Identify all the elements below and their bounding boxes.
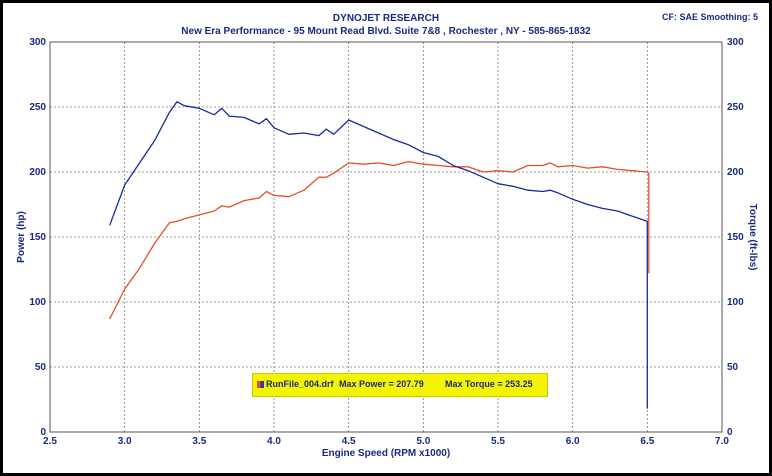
- y-tick-label-right: 250: [727, 102, 744, 113]
- y-tick-label-right: 150: [727, 232, 744, 243]
- legend-max-torque: Max Torque = 253.25: [445, 379, 533, 389]
- power-series-line: [109, 160, 650, 320]
- y-tick-label-right: 100: [727, 297, 744, 308]
- y-tick-label-left: 200: [29, 167, 46, 178]
- torque-series-line: [109, 101, 648, 409]
- y-tick-label-left: 150: [29, 232, 46, 243]
- legend-run-file: RunFile_004.drf: [266, 379, 334, 389]
- legend-box: RunFile_004.drf Max Power = 207.79 Max T…: [252, 373, 548, 397]
- grid: [50, 42, 722, 432]
- x-tick-label: 4.0: [267, 436, 281, 447]
- x-tick-label: 6.5: [640, 436, 654, 447]
- x-tick-label: 2.5: [43, 436, 57, 447]
- axes: [49, 41, 723, 433]
- plot-area-border: [49, 41, 723, 433]
- correction-info: CF: SAE Smoothing: 5: [662, 12, 758, 22]
- x-tick-label: 5.5: [491, 436, 505, 447]
- y-axis-label-left: Power (hp): [16, 211, 27, 263]
- y-tick-label-left: 0: [40, 427, 46, 438]
- x-tick-label: 6.0: [566, 436, 580, 447]
- y-tick-label-left: 250: [29, 102, 46, 113]
- chart-subtitle: New Era Performance - 95 Mount Read Blvd…: [181, 26, 591, 37]
- y-tick-label-left: 100: [29, 297, 46, 308]
- legend-max-power: Max Power = 207.79: [339, 379, 424, 389]
- series-lines: [109, 101, 650, 409]
- x-axis-label: Engine Speed (RPM x1000): [322, 448, 450, 459]
- y-tick-label-left: 300: [29, 37, 46, 48]
- y-tick-label-right: 0: [727, 427, 733, 438]
- x-tick-label: 3.0: [118, 436, 132, 447]
- x-tick-label: 7.0: [715, 436, 729, 447]
- chart-title: DYNOJET RESEARCH: [332, 13, 440, 24]
- x-tick-label: 3.5: [192, 436, 206, 447]
- y-tick-label-right: 300: [727, 37, 744, 48]
- y-tick-label-right: 200: [727, 167, 744, 178]
- y-tick-label-right: 50: [727, 362, 739, 373]
- x-tick-label: 4.5: [342, 436, 356, 447]
- legend-swatch: [257, 381, 264, 388]
- y-tick-label-left: 50: [35, 362, 47, 373]
- y-axis-label-right: Torque (ft-lbs): [747, 203, 758, 270]
- x-tick-label: 5.0: [416, 436, 430, 447]
